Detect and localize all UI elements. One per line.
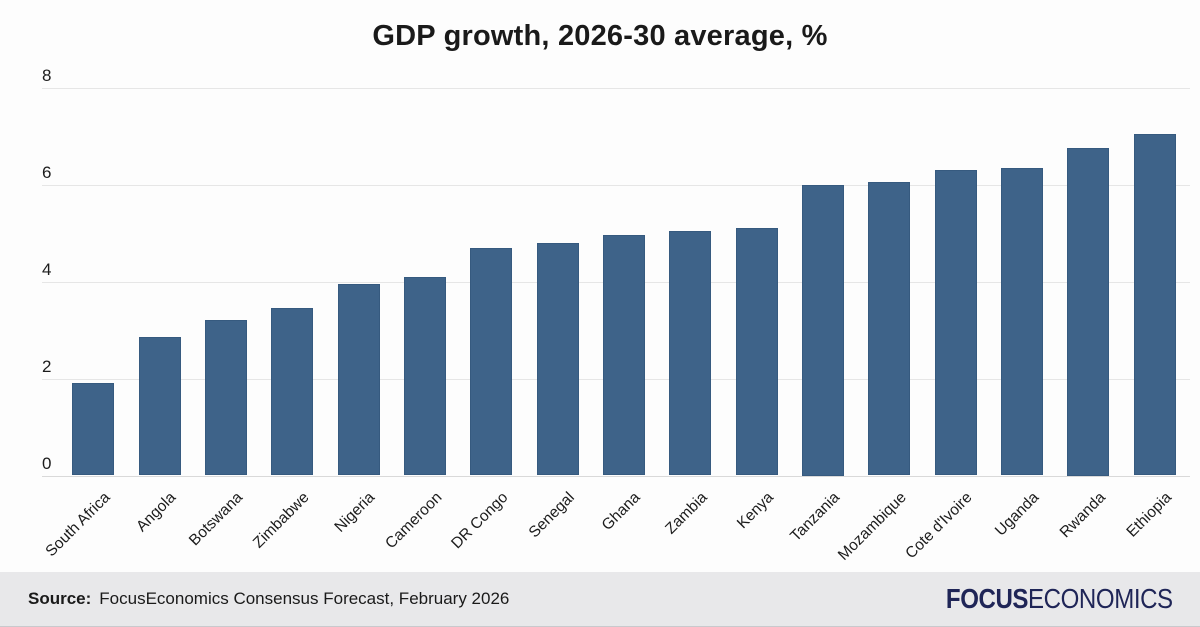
logo-text-economics: ECONOMICS (1028, 583, 1173, 614)
gridline (42, 184, 1190, 186)
source-footer: Source: FocusEconomics Consensus Forecast… (0, 572, 1200, 627)
y-tick-label: 0 (42, 453, 52, 473)
bar-ethiopia (1133, 133, 1176, 476)
y-tick-label: 4 (42, 259, 52, 279)
x-axis-label: South Africa (42, 488, 114, 560)
bar-south-africa (72, 383, 115, 476)
bar-angola (138, 337, 181, 476)
logo-text-focus: FOCUS (946, 583, 1029, 614)
bar-kenya (735, 228, 778, 476)
x-axis-label: Zimbabwe (249, 488, 313, 552)
bar-mozambique (868, 182, 911, 476)
x-axis-label: Cote d'Ivoire (902, 488, 976, 562)
x-axis-label: Ethiopia (1123, 488, 1175, 541)
x-axis-label: Kenya (733, 488, 777, 532)
source-label: Source: (28, 589, 92, 608)
x-axis-label: Uganda (991, 488, 1043, 539)
bar-senegal (536, 242, 579, 476)
chart-title: GDP growth, 2026-30 average, % (372, 20, 828, 52)
y-tick-label: 2 (42, 356, 52, 376)
bar-nigeria (337, 283, 380, 476)
x-axis-label: Angola (133, 488, 180, 535)
x-axis-label: Rwanda (1056, 488, 1109, 541)
bar-tanzania (802, 184, 845, 476)
x-axis-label: DR Congo (448, 488, 512, 552)
gridline (42, 87, 1190, 89)
source-text: Source: FocusEconomics Consensus Forecast… (28, 589, 509, 609)
x-axis-label: Ghana (599, 488, 645, 534)
x-axis-line (42, 475, 1190, 477)
x-axis-label: Zambia (661, 488, 711, 538)
x-axis-label: Botswana (185, 488, 246, 549)
bar-uganda (1001, 167, 1044, 476)
focuseconomics-logo: FOCUSECONOMICS (946, 585, 1173, 613)
bar-botswana (204, 320, 247, 476)
y-tick-label: 8 (42, 65, 52, 85)
bar-cameroon (403, 276, 446, 476)
bar-dr-congo (470, 247, 513, 476)
bar-cote-d-ivoire (934, 169, 977, 476)
bar-ghana (603, 235, 645, 476)
x-axis-label: Nigeria (331, 488, 379, 536)
bar-zambia (669, 230, 712, 476)
y-tick-label: 6 (42, 162, 52, 182)
x-axis-label: Tanzania (787, 488, 844, 545)
bar-rwanda (1067, 148, 1110, 476)
source-value: FocusEconomics Consensus Forecast, Febru… (99, 589, 510, 608)
bar-zimbabwe (271, 308, 314, 476)
x-axis-label: Mozambique (834, 488, 910, 564)
x-axis-label: Senegal (525, 488, 578, 541)
x-axis-label: Cameroon (381, 488, 445, 552)
